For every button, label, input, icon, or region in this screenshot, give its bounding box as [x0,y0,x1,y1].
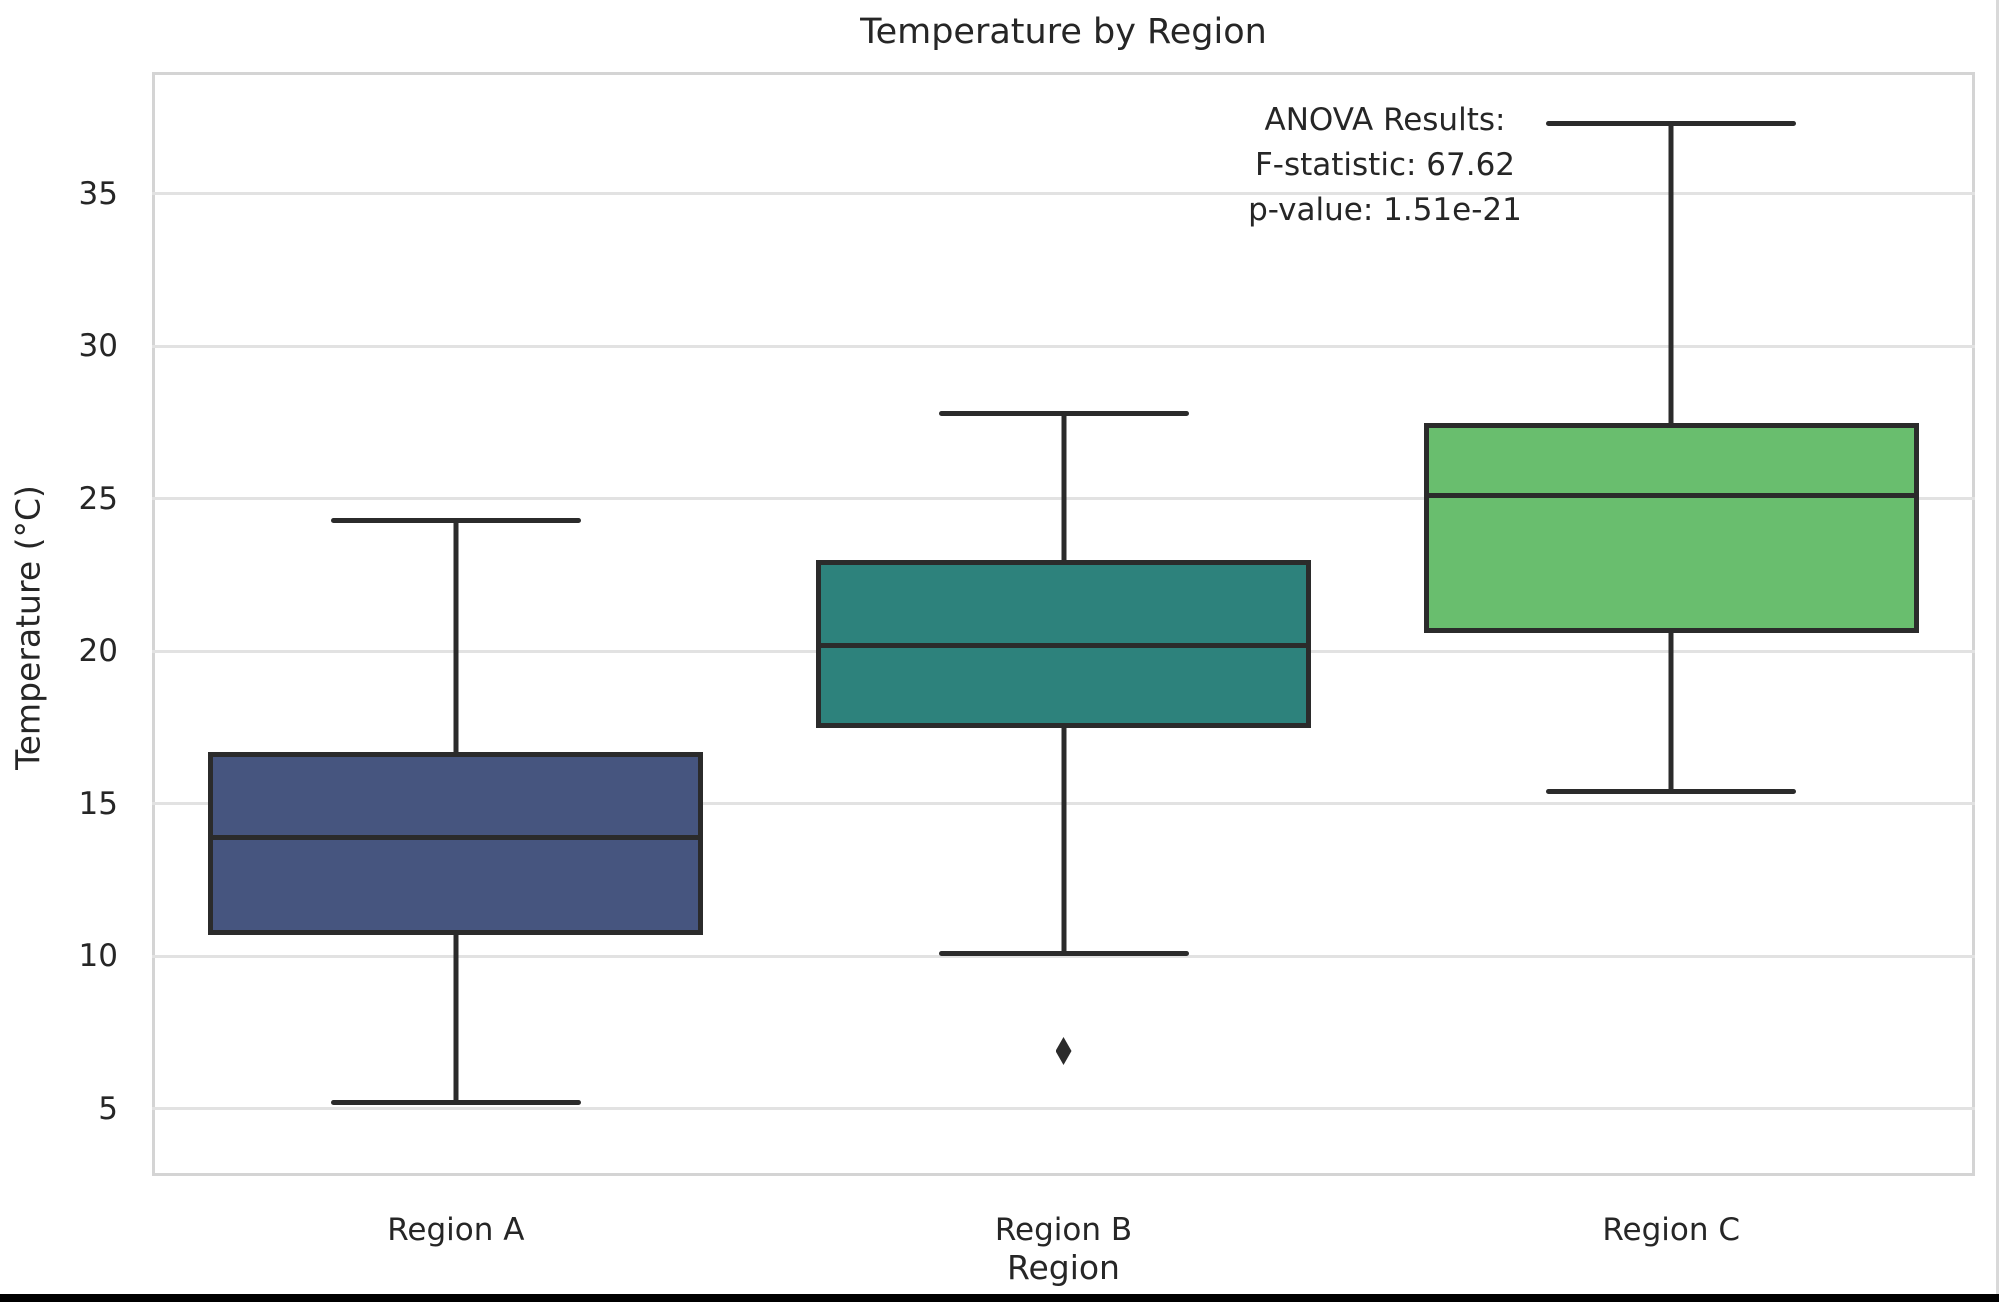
median-region-a [208,834,704,840]
anova-annotation: ANOVA Results: F-statistic: 67.62 p-valu… [1248,102,1522,228]
xtick-label-region-b: Region B [994,1212,1133,1248]
box-region-a [208,752,704,936]
right-edge-line [1996,0,1999,1302]
ytick-label-30: 30 [78,328,118,365]
whisker-upper-region-a [453,520,459,753]
whisker-upper-region-c [1668,123,1674,423]
whisker-lower-region-a [453,935,459,1103]
ytick-label-25: 25 [78,480,118,517]
median-region-c [1423,493,1919,499]
cap-upper-region-a [330,517,581,523]
x-axis-label: Region [1007,1248,1120,1287]
ytick-label-20: 20 [78,633,118,670]
cap-lower-region-a [330,1100,581,1106]
gridline-y-35 [152,192,1975,196]
gridline-y-10 [152,954,1975,958]
whisker-lower-region-c [1668,633,1674,792]
ytick-label-35: 35 [78,175,118,212]
cap-upper-region-c [1546,121,1797,127]
median-region-b [816,642,1311,648]
whisker-lower-region-b [1061,727,1066,954]
ytick-label-5: 5 [98,1090,118,1127]
xtick-label-region-a: Region A [387,1212,525,1248]
outlier-region-b-0 [1055,1036,1072,1065]
whisker-upper-region-b [1061,413,1066,560]
cap-lower-region-b [938,950,1189,956]
gridline-y-30 [152,344,1975,348]
cap-upper-region-b [938,411,1189,417]
box-region-c [1423,422,1919,634]
xtick-label-region-c: Region C [1602,1212,1740,1248]
chart-title: Temperature by Region [860,12,1267,52]
bottom-black-bar [0,1294,1999,1302]
ytick-label-10: 10 [78,938,118,975]
gridline-y-5 [152,1107,1975,1111]
ytick-label-15: 15 [78,785,118,822]
cap-lower-region-c [1546,789,1797,795]
